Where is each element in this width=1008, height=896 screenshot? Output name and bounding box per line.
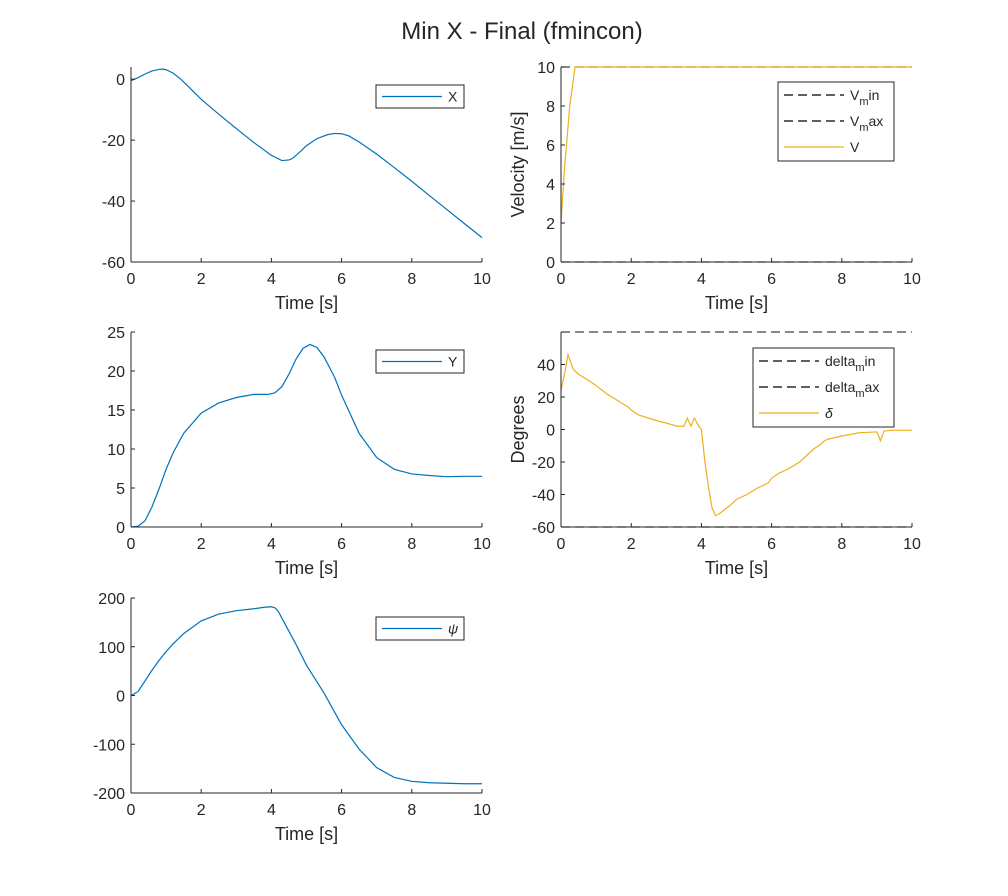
x-tick-label: 6 [337, 802, 346, 819]
legend: Y [375, 349, 465, 374]
y-tick-label: 0 [116, 689, 125, 706]
x-tick-label: 8 [837, 271, 846, 288]
x-tick-label: 10 [473, 271, 491, 288]
x-axis-label: Time [s] [275, 293, 338, 313]
x-axis-label: Time [s] [705, 558, 768, 578]
x-tick-label: 6 [337, 536, 346, 553]
legend: X [375, 84, 465, 109]
y-tick-label: 15 [107, 403, 125, 420]
axes-3: 0 2 4 6 8 10 0 5 10 15 20 25 Time [s] Y [107, 325, 491, 578]
y-tick-label: -100 [93, 737, 125, 754]
axes-4: 0 2 4 6 8 10 -60 -40 -20 0 20 40 Time [s] Degrees delt… [508, 331, 921, 578]
x-tick-label: 10 [473, 802, 491, 819]
y-axis-label: Degrees [508, 395, 528, 463]
axes-5: 0 2 4 6 8 10 -200 -100 0 100 200 Time [s] ψ [93, 591, 491, 844]
legend-label: Vmax [850, 113, 883, 134]
legend-label: V [850, 139, 860, 155]
y-axis-label: Velocity [m/s] [508, 111, 528, 217]
x-tick-label: 4 [697, 536, 706, 553]
figure-title: Min X - Final (fmincon) [401, 18, 643, 45]
y-tick-label: 0 [116, 72, 125, 89]
x-tick-label: 8 [837, 536, 846, 553]
legend-label: X [448, 89, 458, 105]
legend-box [777, 81, 895, 162]
x-tick-label: 4 [267, 802, 276, 819]
x-tick-label: 6 [337, 271, 346, 288]
x-tick-label: 4 [267, 536, 276, 553]
legend-label: deltamin [825, 353, 875, 374]
x-tick-label: 4 [697, 271, 706, 288]
x-tick-label: 2 [197, 802, 206, 819]
y-tick-label: 8 [546, 99, 555, 116]
x-tick-label: 4 [267, 271, 276, 288]
x-tick-label: 0 [557, 271, 566, 288]
x-tick-label: 10 [903, 271, 921, 288]
y-tick-label: 5 [116, 481, 125, 498]
y-tick-label: -60 [102, 255, 125, 272]
x-tick-label: 8 [407, 802, 416, 819]
series-group [130, 606, 482, 785]
legend: ψ [375, 616, 465, 641]
legend-label: deltamax [825, 379, 879, 400]
y-tick-label: 6 [546, 138, 555, 155]
y-tick-label: -60 [532, 520, 555, 537]
y-tick-label: 0 [546, 423, 555, 440]
series-line-1 [130, 606, 482, 785]
series-group [130, 343, 482, 528]
x-tick-label: 6 [767, 271, 776, 288]
y-tick-label: 25 [107, 325, 125, 342]
legend-label: Y [448, 354, 458, 370]
y-tick-label: -20 [532, 455, 555, 472]
series-group [130, 68, 483, 239]
x-tick-label: 0 [127, 802, 136, 819]
series-line-1 [130, 343, 482, 528]
x-tick-label: 8 [407, 271, 416, 288]
x-tick-label: 6 [767, 536, 776, 553]
y-tick-label: 100 [98, 640, 125, 657]
y-tick-label: -20 [102, 133, 125, 150]
y-tick-label: 2 [546, 216, 555, 233]
y-tick-label: 200 [98, 591, 125, 608]
x-tick-label: 10 [473, 536, 491, 553]
y-tick-label: -40 [532, 488, 555, 505]
x-tick-label: 2 [627, 271, 636, 288]
y-tick-label: 40 [537, 358, 555, 375]
x-axis-label: Time [s] [275, 558, 338, 578]
y-tick-label: 10 [537, 60, 555, 77]
series-line-3 [560, 352, 912, 517]
series-line-3 [560, 66, 912, 224]
y-tick-label: -200 [93, 786, 125, 803]
x-tick-label: 0 [127, 536, 136, 553]
axes-1: 0 2 4 6 8 10 -60 -40 -20 0 Time [s] X [102, 67, 491, 313]
series-line-1 [130, 68, 483, 239]
y-tick-label: 0 [546, 255, 555, 272]
y-tick-label: 20 [537, 390, 555, 407]
x-tick-label: 0 [127, 271, 136, 288]
x-tick-label: 2 [197, 271, 206, 288]
axes-2: 0 2 4 6 8 10 0 2 4 6 8 10 Time [s] Velocity [m/s] Vmin… [508, 60, 921, 313]
legend: Vmin Vmax V [777, 81, 895, 162]
y-tick-label: 20 [107, 364, 125, 381]
legend: deltamin deltamax δ [752, 347, 895, 428]
x-axis-label: Time [s] [275, 824, 338, 844]
y-tick-label: 4 [546, 177, 555, 194]
legend-label: δ [825, 405, 833, 421]
legend-label: ψ [448, 621, 458, 637]
x-tick-label: 8 [407, 536, 416, 553]
y-tick-label: 10 [107, 442, 125, 459]
legend-label: Vmin [850, 87, 879, 108]
x-axis-label: Time [s] [705, 293, 768, 313]
x-tick-label: 2 [627, 536, 636, 553]
y-tick-label: -40 [102, 194, 125, 211]
x-tick-label: 0 [557, 536, 566, 553]
x-tick-label: 2 [197, 536, 206, 553]
x-tick-label: 10 [903, 536, 921, 553]
y-tick-label: 0 [116, 520, 125, 537]
